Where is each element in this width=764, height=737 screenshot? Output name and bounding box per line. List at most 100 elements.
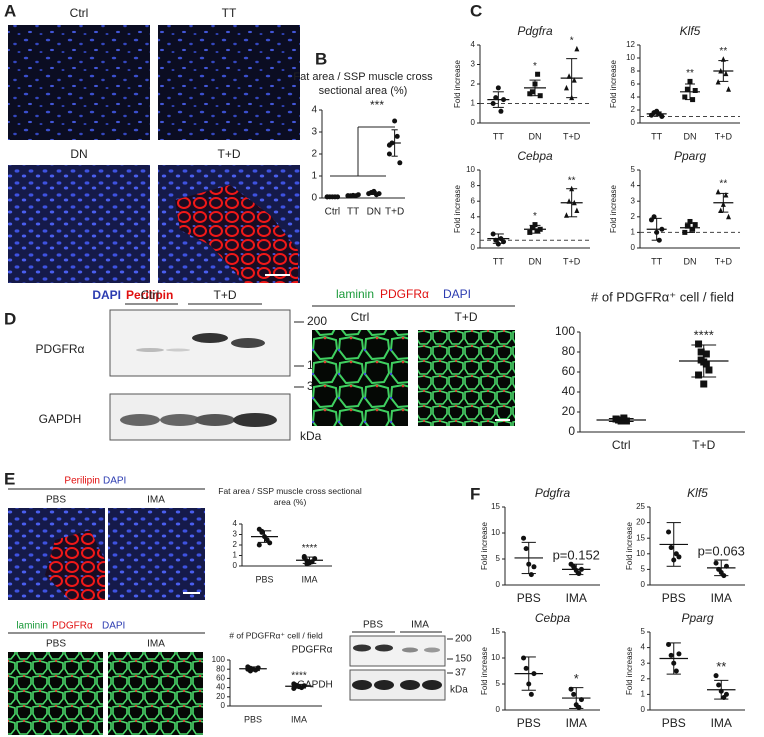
y-axis-label: Fold increase: [480, 646, 489, 695]
data-point: [529, 89, 535, 95]
y-tick-label: 10: [626, 53, 635, 62]
marker-label: 200: [307, 314, 327, 328]
x-tick-label: DN: [529, 131, 542, 141]
y-tick-label: 80: [562, 344, 576, 358]
blot-band: [424, 647, 440, 653]
data-point: [697, 356, 705, 364]
x-tick-label: PBS: [517, 591, 541, 605]
blot-band: [120, 414, 160, 426]
significance-label: **: [686, 68, 694, 79]
data-point: [392, 118, 398, 124]
y-tick-label: 0: [568, 424, 575, 438]
y-axis-label: Fold increase: [453, 184, 462, 233]
blot-band: [352, 680, 372, 690]
significance-label: ****: [694, 327, 714, 342]
data-point: [523, 665, 529, 671]
y-tick-label: 2: [631, 105, 636, 114]
blot-row-label: PDGFRα: [36, 342, 85, 356]
y-axis-label: Fold increase: [609, 184, 618, 233]
y-tick-label: 4: [631, 92, 636, 101]
data-point: [355, 192, 361, 198]
y-tick-label: 1: [631, 228, 636, 237]
x-tick-label: DN: [529, 256, 542, 266]
x-tick-label: IMA: [291, 714, 307, 724]
data-point: [528, 572, 534, 578]
stain-label: DAPI: [92, 288, 121, 302]
x-tick-label: T+D: [715, 131, 733, 141]
x-tick-label: T+D: [692, 438, 715, 452]
data-point: [574, 45, 580, 52]
y-tick-label: 2: [471, 228, 476, 237]
data-point: [668, 652, 674, 658]
image-label: T+D: [454, 310, 477, 324]
x-tick-label: DN: [367, 207, 381, 218]
data-point: [528, 691, 534, 697]
y-tick-label: 5: [641, 565, 646, 574]
data-point: [726, 213, 732, 220]
unit-label: kDa: [450, 685, 468, 696]
data-point: [666, 529, 672, 535]
chart-title: Cebpa: [535, 611, 571, 625]
x-tick-label: IMA: [711, 716, 732, 730]
significance-label: ***: [370, 98, 384, 112]
x-tick-label: T+D: [563, 256, 581, 266]
blot-band: [231, 338, 265, 348]
blot-row-label: PDGFRα: [292, 645, 333, 656]
y-tick-label: 4: [631, 181, 636, 190]
stain-label: DAPI: [443, 287, 471, 301]
data-point: [716, 682, 722, 688]
x-tick-label: IMA: [711, 591, 732, 605]
data-point: [692, 88, 698, 93]
x-tick-label: IMA: [566, 716, 587, 730]
y-tick-label: 3: [233, 530, 238, 539]
y-tick-label: 2: [311, 149, 317, 160]
data-point: [700, 380, 708, 388]
stain-label: PDGFRα: [52, 621, 93, 632]
data-point: [256, 542, 262, 548]
data-point: [532, 222, 538, 228]
significance-label: *: [533, 211, 537, 222]
y-tick-label: 5: [631, 165, 636, 174]
y-tick-label: 0: [641, 580, 646, 589]
micrograph: [8, 165, 150, 283]
y-tick-label: 5: [641, 627, 646, 636]
y-tick-label: 10: [466, 165, 475, 174]
y-tick-label: 10: [491, 653, 500, 662]
y-tick-label: 0: [471, 243, 476, 252]
data-point: [386, 142, 392, 148]
y-tick-label: 40: [562, 384, 576, 398]
y-tick-label: 20: [216, 692, 225, 701]
group-label: IMA: [411, 620, 429, 631]
data-point: [702, 350, 710, 358]
perilipin-region: [45, 530, 105, 600]
y-tick-label: 60: [216, 674, 225, 683]
y-tick-label: 20: [562, 404, 576, 418]
data-point: [723, 191, 729, 198]
y-axis-label: Fold increase: [625, 646, 634, 695]
data-point: [523, 546, 529, 552]
panel-letter: E: [4, 469, 15, 488]
data-point: [563, 84, 569, 91]
significance-label: **: [719, 46, 727, 57]
x-tick-label: T+D: [563, 131, 581, 141]
group-label: T+D: [213, 288, 236, 302]
blot-row-label: GAPDH: [39, 412, 82, 426]
significance-label: *: [570, 36, 574, 47]
data-point: [576, 571, 582, 577]
blot-band: [166, 348, 190, 352]
significance-label: *: [533, 61, 537, 72]
panel-letter: B: [315, 49, 327, 68]
significance-label: ****: [302, 543, 318, 554]
x-tick-label: PBS: [255, 574, 273, 584]
data-point: [713, 673, 719, 679]
data-point: [695, 371, 703, 379]
y-tick-label: 3: [471, 60, 476, 69]
data-point: [527, 91, 533, 97]
significance-label: **: [719, 178, 727, 189]
stain-label: Perilipin: [64, 476, 100, 487]
y-tick-label: 10: [491, 528, 500, 537]
data-point: [687, 218, 693, 224]
data-point: [659, 114, 665, 119]
blot-band: [136, 348, 164, 352]
